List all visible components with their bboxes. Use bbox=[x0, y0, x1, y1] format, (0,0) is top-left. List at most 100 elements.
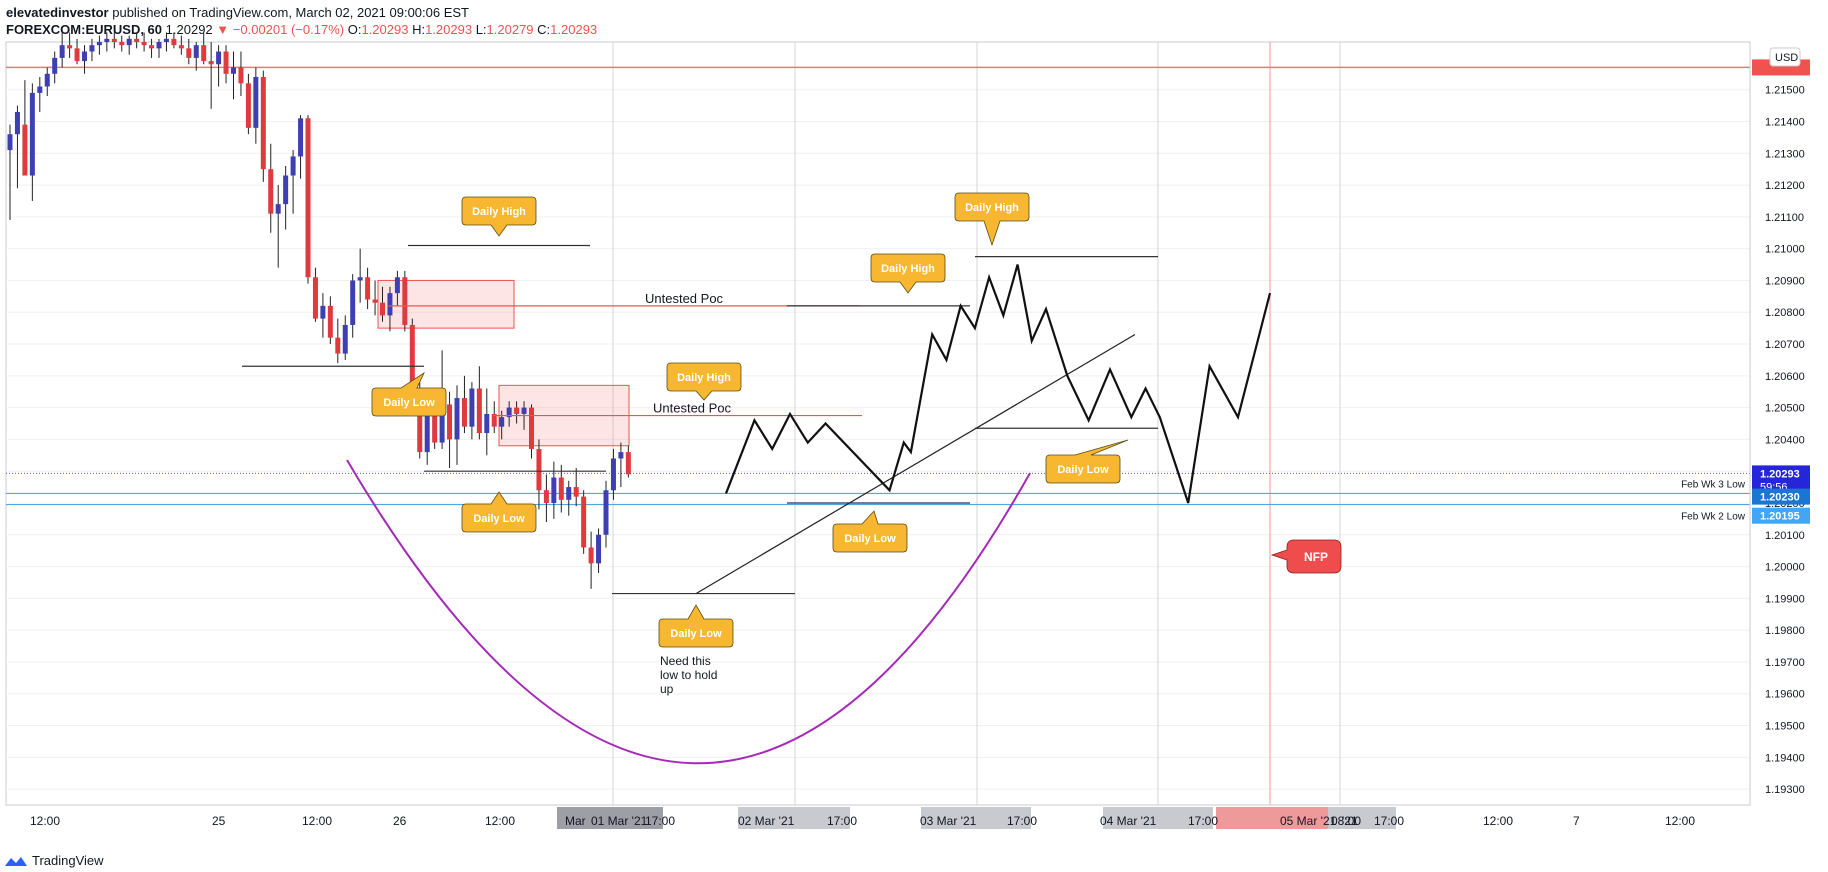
daily-high-callout-3: Daily High bbox=[870, 253, 946, 294]
candle-body bbox=[82, 51, 87, 62]
candle bbox=[618, 442, 624, 488]
candle-body bbox=[52, 57, 58, 74]
candle bbox=[96, 35, 102, 55]
cup-arc bbox=[346, 459, 1031, 765]
candle-body bbox=[596, 534, 602, 564]
wk2-name-label: Feb Wk 2 Low bbox=[1681, 512, 1746, 523]
candle bbox=[44, 67, 50, 97]
x-tick-label: 17:00 bbox=[1374, 814, 1404, 828]
price-change: −0.00201 (−0.17%) bbox=[232, 22, 345, 37]
candle bbox=[335, 318, 341, 364]
candle bbox=[163, 32, 169, 52]
daily-low-callout-4-shape bbox=[832, 510, 908, 553]
wk3-price-label-bg bbox=[1752, 488, 1810, 505]
y-tick-label: 1.19800 bbox=[1765, 625, 1805, 637]
candle bbox=[320, 293, 326, 338]
candle bbox=[156, 38, 162, 58]
ohlc-line: FOREXCOM:EURUSD, 60 1.20292 ▼ −0.00201 (… bbox=[6, 21, 597, 38]
candle-body bbox=[7, 134, 13, 151]
candle-body bbox=[305, 118, 311, 278]
candle-body bbox=[178, 45, 184, 49]
candle bbox=[59, 32, 65, 68]
daily-low-callout-2-shape bbox=[461, 491, 537, 533]
candle-body bbox=[625, 452, 631, 475]
daily-high-callout-4-shape bbox=[954, 192, 1030, 247]
currency-box bbox=[1769, 47, 1801, 67]
candle bbox=[603, 480, 609, 548]
candle bbox=[573, 468, 579, 507]
y-tick-label: 1.20900 bbox=[1765, 275, 1805, 287]
y-tick-label: 1.21100 bbox=[1765, 212, 1804, 224]
x-tick-label: 17:00 bbox=[1007, 814, 1037, 828]
candle bbox=[193, 42, 199, 71]
publisher-name[interactable]: elevatedinvestor bbox=[6, 5, 109, 20]
candle bbox=[469, 382, 475, 440]
candle bbox=[350, 274, 356, 338]
time-highlight bbox=[1216, 807, 1328, 829]
time-highlight bbox=[557, 807, 663, 829]
x-tick-label: 04 Mar '21 bbox=[1100, 814, 1157, 828]
candle-body bbox=[156, 42, 162, 49]
x-tick-label: 12:00 bbox=[1665, 814, 1695, 828]
candle-body bbox=[96, 42, 102, 46]
brand-name[interactable]: TradingView bbox=[32, 853, 104, 868]
candle bbox=[104, 32, 110, 52]
candle bbox=[290, 150, 296, 214]
time-highlight bbox=[921, 807, 1031, 829]
candle bbox=[514, 401, 520, 424]
wk3-name-label: Feb Wk 3 Low bbox=[1681, 479, 1746, 490]
candle-body bbox=[573, 487, 579, 497]
symbol-label[interactable]: FOREXCOM:EURUSD, 60 bbox=[6, 22, 163, 37]
candle-body bbox=[253, 76, 259, 128]
candle bbox=[208, 42, 214, 109]
x-tick-label: 17:00 bbox=[645, 814, 675, 828]
nfp-shape bbox=[1270, 539, 1342, 574]
candle-body bbox=[186, 48, 192, 58]
daily-low-callout-3-text: Daily Low bbox=[670, 628, 722, 640]
daily-low-callout-5-text: Daily Low bbox=[1057, 464, 1109, 476]
candle bbox=[357, 248, 363, 303]
candle-body bbox=[484, 413, 490, 434]
price-axis[interactable]: 1.21500 1.21400 1.21300 1.21200 1.21100 1.210… bbox=[1681, 42, 1810, 805]
candle-body bbox=[275, 204, 281, 214]
candle-body bbox=[417, 391, 423, 453]
candle bbox=[223, 45, 229, 84]
candle-body bbox=[126, 38, 132, 46]
candle bbox=[529, 404, 534, 459]
candle-body bbox=[432, 410, 438, 443]
y-tick-label: 1.20800 bbox=[1765, 307, 1805, 319]
candle-body bbox=[231, 67, 236, 74]
y-tick-label: 1.19700 bbox=[1765, 657, 1805, 669]
daily-low-callout-5-shape bbox=[1045, 439, 1129, 484]
candle bbox=[52, 51, 58, 84]
high-label: H: bbox=[412, 22, 426, 37]
candle bbox=[260, 70, 266, 182]
y-tick-label: 1.21400 bbox=[1765, 116, 1805, 128]
daily-high-callout-3-text: Daily High bbox=[881, 263, 935, 275]
daily-low-callout-3-shape bbox=[658, 604, 734, 648]
footer: TradingView bbox=[4, 853, 104, 868]
candle bbox=[365, 267, 371, 310]
candle-body bbox=[588, 547, 594, 564]
time-highlight bbox=[1103, 807, 1213, 829]
candle-body bbox=[506, 407, 512, 418]
currency-label: USD bbox=[1775, 52, 1798, 64]
candle-body bbox=[514, 407, 520, 414]
candle-body bbox=[14, 111, 20, 135]
candle-body bbox=[193, 45, 199, 58]
candle bbox=[402, 270, 408, 332]
daily-high-callout-4: Daily High bbox=[954, 192, 1030, 247]
candle bbox=[178, 35, 184, 55]
candle bbox=[298, 115, 304, 179]
daily-high-callout-2-shape bbox=[666, 362, 742, 401]
x-tick-label: 02 Mar '21 bbox=[738, 814, 795, 828]
x-tick-label: 12:00 bbox=[302, 814, 332, 828]
candle-body bbox=[543, 490, 549, 503]
x-tick-label: 26 bbox=[393, 814, 407, 828]
candle bbox=[89, 38, 95, 62]
candle bbox=[394, 270, 400, 306]
candle bbox=[566, 480, 572, 516]
last-price: 1.20292 bbox=[165, 22, 213, 37]
